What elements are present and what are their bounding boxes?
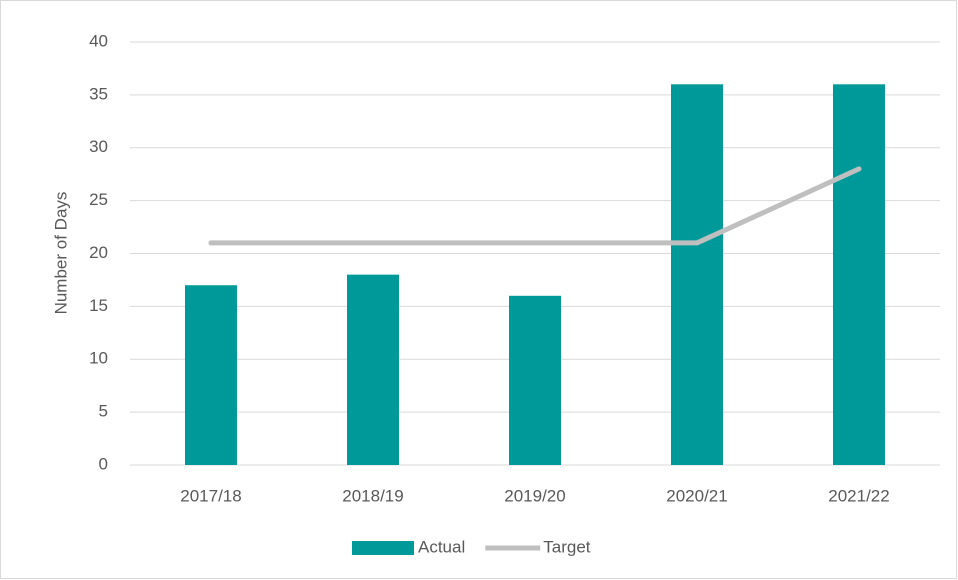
- legend-swatch: [352, 541, 414, 555]
- legend-label: Actual: [418, 537, 465, 556]
- bar: [347, 274, 399, 465]
- y-tick-label: 25: [89, 190, 108, 209]
- x-tick-label: 2021/22: [828, 486, 889, 505]
- legend-label: Target: [543, 537, 591, 556]
- y-tick-label: 40: [89, 31, 108, 50]
- y-tick-label: 5: [99, 402, 108, 421]
- x-tick-label: 2019/20: [504, 486, 565, 505]
- bar: [185, 285, 237, 465]
- y-tick-label: 0: [99, 454, 108, 473]
- line: [208, 166, 862, 246]
- y-tick-label: 15: [89, 296, 108, 315]
- y-tick-label: 20: [89, 243, 108, 262]
- bar: [509, 295, 561, 465]
- bar: [833, 84, 885, 466]
- y-tick-label: 35: [89, 84, 108, 103]
- y-tick-label: 10: [89, 349, 108, 368]
- y-axis-label: Number of Days: [51, 192, 70, 315]
- x-tick-label: 2017/18: [180, 486, 241, 505]
- bar: [671, 84, 723, 466]
- x-tick-label: 2020/21: [666, 486, 727, 505]
- y-tick-label: 30: [89, 137, 108, 156]
- x-tick-label: 2018/19: [342, 486, 403, 505]
